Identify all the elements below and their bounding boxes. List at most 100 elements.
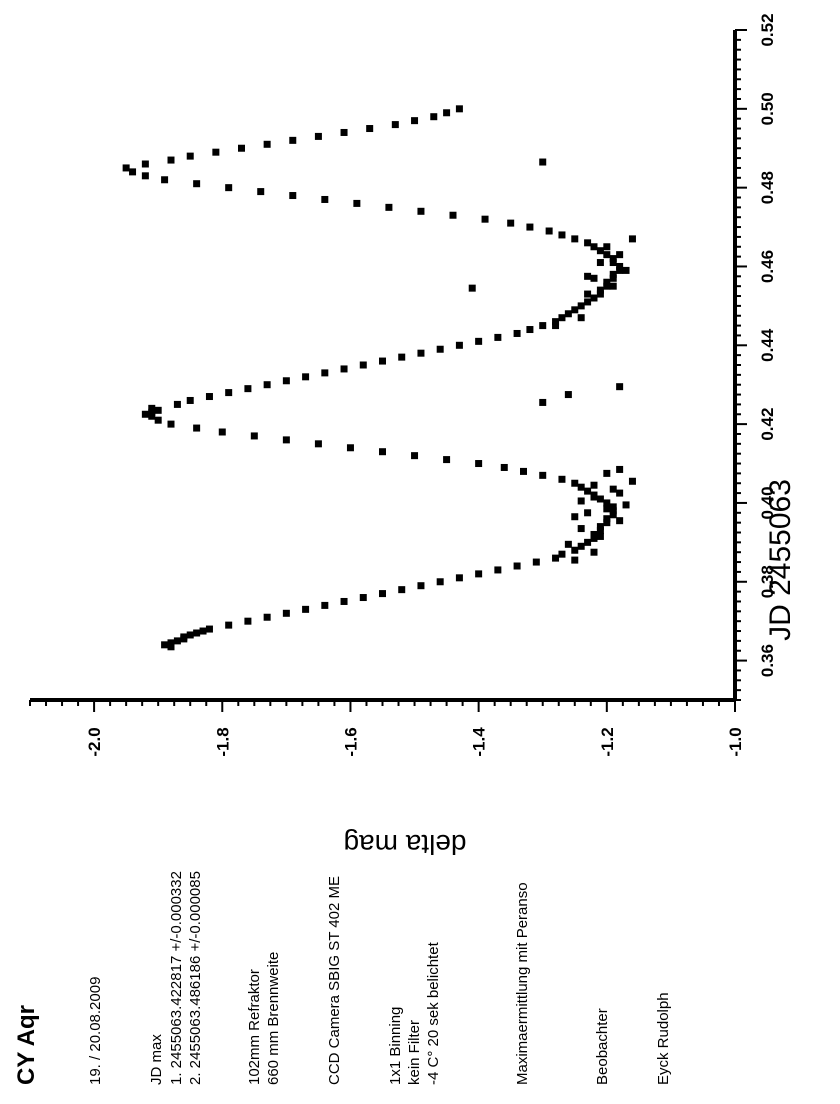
x-axis-ticks: 0.36 0.38 0.40 0.42 0.44 0.46 0.48 0.50 0.52 [735, 13, 777, 701]
data-point [346, 444, 354, 452]
data-point [571, 513, 579, 521]
data-point [596, 259, 604, 267]
data-point [359, 361, 367, 369]
data-point [609, 274, 617, 282]
data-point [539, 471, 547, 479]
data-point [616, 465, 624, 473]
y-tick-label: -1.2 [598, 727, 617, 756]
data-point [385, 203, 393, 211]
x-axis-title: JD 2455063 [764, 479, 797, 641]
data-point [212, 148, 220, 156]
data-point [379, 448, 386, 456]
data-point [590, 493, 598, 501]
data-point [154, 416, 162, 424]
data-point [321, 601, 329, 609]
data-point [596, 290, 604, 298]
data-point [186, 396, 194, 404]
data-point [161, 641, 169, 649]
exposure: -4 C° 20 sek belichtet [425, 941, 442, 1085]
data-point [603, 515, 611, 523]
data-point [603, 243, 611, 251]
data-point [628, 235, 636, 243]
data-point [411, 117, 419, 125]
data-point [282, 436, 290, 444]
jd-max-2: 2. 2455063.486186 +/-0.000085 [187, 871, 204, 1085]
data-point [263, 613, 271, 621]
data-point [193, 180, 201, 188]
data-point [590, 534, 598, 542]
data-point [379, 590, 386, 598]
observation-info: CY Aqr 19. / 20.08.2009 JD max 1. 245506… [13, 871, 672, 1085]
data-point [513, 562, 521, 570]
data-point [340, 365, 348, 373]
data-point [289, 136, 297, 144]
data-point [449, 211, 457, 219]
data-point [173, 637, 181, 645]
telescope-line-2: 660 mm Brennweite [265, 952, 282, 1085]
data-point [167, 643, 175, 651]
data-point [193, 424, 201, 432]
data-point [603, 282, 611, 290]
data-point [122, 164, 130, 172]
data-point [141, 172, 149, 180]
data-point [584, 239, 592, 247]
data-point [584, 298, 592, 306]
data-point [379, 357, 386, 365]
data-point [539, 398, 547, 406]
data-point [507, 219, 515, 227]
y-tick-label: -1.8 [213, 727, 232, 756]
filter: kein Filter [406, 1020, 423, 1085]
data-point [577, 302, 585, 310]
data-point [552, 322, 560, 330]
data-point [526, 326, 534, 334]
x-tick-label: 0.48 [758, 171, 777, 204]
x-tick-label: 0.36 [758, 644, 777, 677]
x-tick-label: 0.42 [758, 408, 777, 441]
data-point [289, 192, 297, 200]
y-tick-label: -2.0 [85, 727, 104, 756]
y-tick-label: -1.4 [470, 727, 489, 757]
data-point [616, 251, 624, 259]
x-tick-label: 0.38 [758, 565, 777, 598]
data-point [571, 556, 579, 564]
data-point [340, 597, 348, 605]
x-tick-label: 0.46 [758, 250, 777, 283]
data-point [443, 456, 451, 464]
data-point [186, 152, 194, 160]
data-point [545, 227, 553, 235]
data-point [571, 306, 579, 314]
data-point [603, 469, 611, 477]
data-point [321, 369, 329, 377]
data-point [481, 215, 489, 223]
data-point [564, 391, 572, 399]
data-point [558, 550, 566, 558]
data-point [628, 477, 636, 485]
data-point [596, 527, 604, 535]
data-point [539, 322, 547, 330]
jd-max-heading: JD max [148, 1034, 165, 1085]
data-point [141, 160, 149, 168]
data-point [584, 272, 592, 280]
data-point [609, 485, 617, 493]
data-point [340, 128, 348, 136]
star-name: CY Aqr [13, 1005, 40, 1085]
data-point [590, 530, 598, 538]
telescope-line-1: 102mm Refraktor [246, 969, 263, 1085]
data-point [244, 617, 252, 625]
data-point [590, 274, 598, 282]
data-point [577, 525, 585, 533]
data-point [148, 412, 156, 420]
data-point [468, 284, 476, 292]
data-point [603, 499, 611, 507]
data-point [475, 460, 483, 468]
data-point [571, 479, 579, 487]
data-point [205, 625, 213, 633]
data-point [257, 188, 265, 196]
data-point [603, 519, 611, 527]
data-point [436, 578, 444, 586]
data-point [526, 223, 534, 231]
data-point [609, 255, 617, 263]
data-point [205, 393, 213, 401]
data-point [314, 132, 322, 140]
data-point [302, 373, 310, 381]
